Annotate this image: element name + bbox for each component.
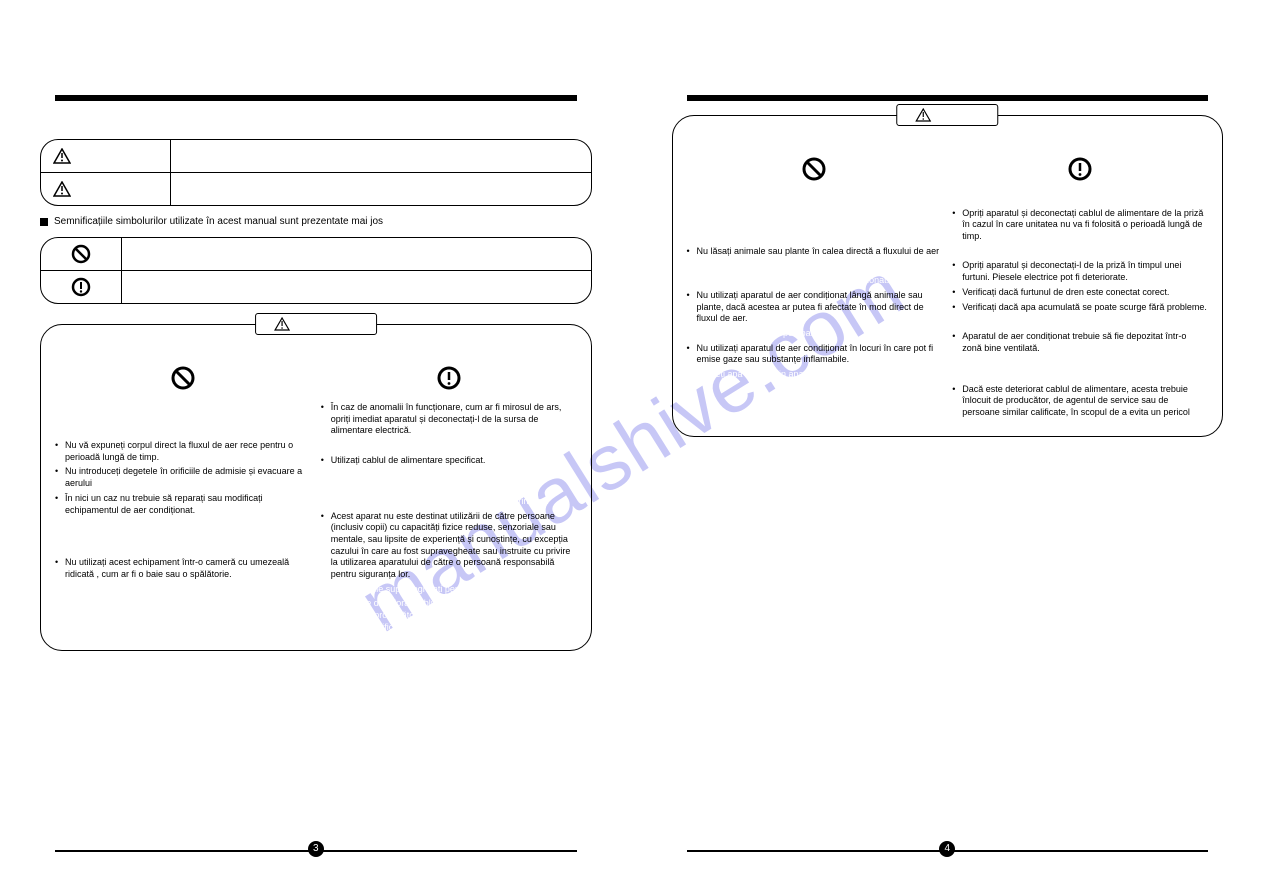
list-item: Asigurați-vă că aparatul a fost amplasat… (55, 519, 311, 554)
header-bar (687, 95, 1209, 101)
list-item: O persoană specializată trebuie să fie p… (321, 469, 577, 492)
bullet-list-left: Nu utilizați aparatul în alte scopuri de… (687, 193, 943, 381)
list-item: Nu amplasați alimente, instrumente de pr… (687, 219, 943, 242)
list-item: Rețineți că agentul frigorific poate să … (952, 316, 1208, 328)
list-item: Nu utilizați aparatul de aer condiționat… (687, 290, 943, 325)
list-item: În nici un caz nu trebuie să reparați sa… (55, 493, 311, 516)
cell-icon-label: AVERTIZARE (41, 140, 171, 172)
cell-icon (41, 271, 121, 303)
section-title: PRECAUȚII DE SIGURANȚĂ (40, 115, 592, 129)
list-item: Nu utilizați alte mijloace pentru a acce… (55, 402, 311, 437)
list-item: Dacă este deteriorat cablul de alimentar… (321, 598, 577, 633)
mandatory-icon (71, 277, 91, 297)
list-item: Verificați starea suportului de montare. (952, 246, 1208, 258)
bullet-list-left: Nu utilizați alte mijloace pentru a acce… (55, 402, 311, 607)
label-text: ATENŢIE (77, 184, 114, 194)
prohibit-icon (802, 157, 826, 181)
tab-label: AVERTIZARE (296, 319, 358, 330)
list-item: Copiii trebuie supravegheați pentru a nu… (321, 584, 577, 596)
warning-box: AVERTIZARE Nu utilizați alte mijloace pe… (40, 324, 592, 651)
list-item: Nu amplasați obiecte pe aparat. (687, 328, 943, 340)
symbol-table-2: Nu faceți niciodată acest lucru. Faceți … (40, 237, 592, 304)
list-item: Opriți aparatul și deconectați cablul de… (952, 208, 1208, 243)
cell-icon (41, 238, 121, 270)
cell-desc: Acest simbol indică posibilitatea de văt… (171, 173, 591, 205)
list-item: Contactați furnizorul pentru reparații s… (321, 440, 577, 452)
mandatory-column: În caz de anomalii în funcționare, cum a… (321, 360, 577, 636)
list-item: Nu introduceți degetele în orificiile de… (55, 466, 311, 489)
warning-icon (916, 108, 932, 122)
table-row: ATENŢIE Acest simbol indică posibilitate… (41, 173, 591, 205)
bullet-list-right: Aerisiți camera în mod periodic în timpu… (952, 193, 1208, 419)
caution-box: ATENŢIE Nu utilizați aparatul în alte sc… (672, 115, 1224, 437)
list-item: Opriți aparatul și deconectați-l de la p… (952, 260, 1208, 283)
list-item: Nu beți apa scursă din aparatul de aer c… (687, 369, 943, 381)
bullet-list-right: În caz de anomalii în funcționare, cum a… (321, 402, 577, 633)
list-item: Utilizați cablul de alimentare specifica… (321, 455, 577, 467)
prohibit-column: Nu utilizați alte mijloace pentru a acce… (55, 360, 311, 636)
warning-tab: AVERTIZARE (255, 313, 377, 335)
table-row: Nu faceți niciodată acest lucru. (41, 238, 591, 271)
label-text: AVERTIZARE (77, 151, 133, 161)
list-item: Nu vă expuneți corpul direct la fluxul d… (55, 440, 311, 463)
list-item: În caz de anomalii în funcționare, cum a… (321, 402, 577, 437)
sub-heading: Semnificațiile simbolurilor utilizate în… (40, 216, 592, 227)
tab-label: ATENŢIE (938, 110, 979, 121)
list-item: Verificați dacă furtunul de dren este co… (952, 287, 1208, 299)
page-number: 3 (308, 841, 324, 857)
list-item: Nu utilizați aparatul în alte scopuri de… (687, 193, 943, 216)
page-number: 4 (939, 841, 955, 857)
warning-icon (53, 181, 71, 197)
page-3: PRECAUȚII DE SIGURANȚĂ AVERTIZARE Acest … (0, 0, 632, 894)
page-4: ATENŢIE Nu utilizați aparatul în alte sc… (632, 0, 1263, 894)
list-item: Acest aparat nu este destinat utilizării… (321, 511, 577, 581)
cell-desc: Acest simbol indică posibilitatea de răn… (171, 140, 591, 172)
cell-desc: Faceți întotdeauna acest lucru. (121, 271, 591, 303)
list-item: Nu utilizați acest echipament într-o cam… (55, 557, 311, 580)
list-item: Nu perforați și nu ardeți. (687, 260, 943, 272)
prohibit-icon (171, 366, 195, 390)
page-footer: 3 (55, 850, 577, 852)
page-footer: 4 (687, 850, 1209, 852)
mandatory-icon (1068, 157, 1092, 181)
list-item: Verificați dacă apa acumulată se poate s… (952, 302, 1208, 314)
list-item: Aparatul de aer condiționat trebuie depo… (952, 357, 1208, 380)
warning-icon (274, 317, 290, 331)
mandatory-column: Aerisiți camera în mod periodic în timpu… (952, 151, 1208, 422)
bullet-square (40, 218, 48, 226)
caution-tab: ATENŢIE (897, 104, 998, 126)
list-item: Nu utilizați aparatul de aer condiționat… (687, 343, 943, 366)
cell-desc: Nu faceți niciodată acest lucru. (121, 238, 591, 270)
list-item: Păstrați aparatul într-un loc ferit de s… (321, 496, 577, 508)
prohibit-column: Nu utilizați aparatul în alte scopuri de… (687, 151, 943, 422)
table-row: Faceți întotdeauna acest lucru. (41, 271, 591, 303)
list-item: Aparatul de aer condiționat trebuie să f… (952, 331, 1208, 354)
warning-icon (53, 148, 71, 164)
prohibit-icon (71, 244, 91, 264)
list-item: Dacă este deteriorat cablul de alimentar… (952, 384, 1208, 419)
sub-heading-text: Semnificațiile simbolurilor utilizate în… (54, 216, 383, 227)
cell-icon-label: ATENŢIE (41, 173, 171, 205)
list-item: Aerisiți camera în mod periodic în timpu… (952, 193, 1208, 205)
table-row: AVERTIZARE Acest simbol indică posibilit… (41, 140, 591, 173)
list-item: Nu utilizați acest echipament în apropie… (55, 584, 311, 607)
header-bar (55, 95, 577, 101)
list-item: Nu lăsați animale sau plante în calea di… (687, 246, 943, 258)
list-item: Nu loviți și nu trageți aparatul de aer … (687, 275, 943, 287)
mandatory-icon (437, 366, 461, 390)
symbol-table-1: AVERTIZARE Acest simbol indică posibilit… (40, 139, 592, 206)
